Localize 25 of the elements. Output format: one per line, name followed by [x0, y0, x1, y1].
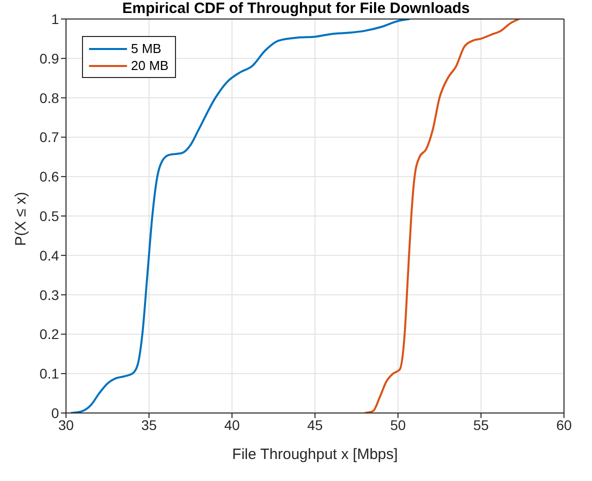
- y-tick-label: 0.8: [40, 90, 60, 106]
- x-tick-label: 30: [58, 416, 74, 433]
- x-tick-label: 35: [141, 416, 157, 433]
- y-tick-label: 0.6: [40, 168, 60, 185]
- y-tick-label: 0.3: [40, 286, 60, 303]
- y-tick-label: 1: [51, 10, 60, 27]
- y-tick-label: 0.4: [40, 247, 60, 264]
- line-series: [70, 19, 411, 413]
- x-tick-label: 50: [390, 416, 406, 433]
- y-tick-label: 0.5: [40, 208, 60, 224]
- y-tick-label: 0.2: [40, 326, 60, 342]
- y-tick-label: 0.9: [40, 50, 60, 66]
- x-tick-label: 45: [307, 416, 323, 433]
- y-tick-label: 0.1: [40, 366, 60, 382]
- y-axis-title: P(X ≤ x): [12, 192, 30, 246]
- legend-label: 20 MB: [131, 57, 169, 74]
- x-tick-label: 40: [224, 416, 240, 433]
- x-tick-label: 55: [473, 416, 489, 433]
- chart-title: Empirical CDF of Throughput for File Downloads: [122, 0, 470, 17]
- line-series: [364, 19, 520, 413]
- y-tick-label: 0.7: [40, 129, 60, 146]
- x-axis-title: File Throughput x [Mbps]: [232, 446, 398, 463]
- y-tick-label: 0: [51, 404, 60, 421]
- legend-label: 5 MB: [131, 40, 162, 57]
- x-tick-label: 60: [556, 416, 572, 433]
